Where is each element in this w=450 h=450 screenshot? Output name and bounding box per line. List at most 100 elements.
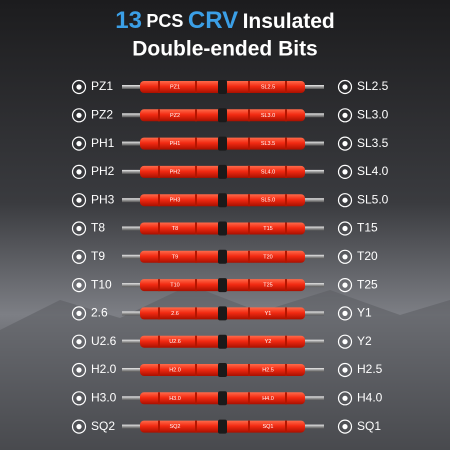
title: 13 PCS CRV Insulated <box>115 7 335 34</box>
tip-icon <box>71 164 87 179</box>
left-label: PZ1 <box>91 79 113 93</box>
bit-print-right: T25 <box>263 283 272 289</box>
right-label: H4.0 <box>357 390 383 404</box>
bit-print-right: SL5.0 <box>261 198 275 204</box>
bit-groove <box>248 165 250 178</box>
left-label: PH1 <box>91 136 115 150</box>
bit-row: PH3 SL5.0 PH3 SL5.0 <box>91 192 389 208</box>
left-label: T10 <box>91 277 112 291</box>
tip-icon <box>71 306 87 321</box>
bit-center <box>218 193 227 208</box>
bit-center <box>218 221 227 236</box>
bit-groove <box>158 307 160 320</box>
tip-icon <box>337 419 353 434</box>
bit-row: PH1 SL3.5 PH1 SL3.5 <box>91 136 389 151</box>
tip-icon <box>71 221 87 236</box>
right-label: SL3.5 <box>357 136 389 150</box>
tip-icon-dot <box>76 367 82 373</box>
tip-icon-dot <box>342 112 348 118</box>
bit-tip <box>302 85 324 89</box>
bit-groove <box>248 109 250 122</box>
bit-groove <box>195 165 197 178</box>
bit-groove <box>285 194 287 207</box>
right-label: T20 <box>357 249 378 263</box>
tip-icon <box>337 164 353 179</box>
title-unit: PCS <box>146 11 183 31</box>
bit-groove <box>195 137 197 150</box>
bit-groove <box>195 222 197 235</box>
bit-groove <box>285 250 287 263</box>
tip-icon <box>337 249 353 264</box>
bit-center <box>218 306 227 321</box>
tip-icon-dot <box>76 169 82 175</box>
right-label: SQ1 <box>357 419 381 433</box>
tip-icon-dot <box>342 141 348 147</box>
bit-print-right: T20 <box>263 254 272 260</box>
bit-groove <box>285 137 287 150</box>
tip-icon-dot <box>342 84 348 90</box>
left-label: H3.0 <box>91 390 117 404</box>
tip-icon-dot <box>76 112 82 118</box>
bit-tip <box>122 85 144 89</box>
right-label: Y2 <box>357 334 372 348</box>
right-label: SL3.0 <box>357 107 389 121</box>
bit-tip <box>302 396 324 401</box>
bit-groove <box>248 364 250 376</box>
bit-groove <box>285 165 287 178</box>
bit-groove <box>285 420 287 433</box>
right-label: T25 <box>357 277 378 291</box>
bit-tip <box>122 424 144 429</box>
tip-icon <box>337 278 353 293</box>
bit-groove <box>195 307 197 320</box>
tip-icon-dot <box>76 310 82 316</box>
tip-icon <box>337 362 353 378</box>
bit-row: T10 T25 T10 T25 <box>91 277 378 293</box>
bit-groove <box>248 222 250 235</box>
bit-center <box>218 108 227 123</box>
tip-icon <box>337 334 353 349</box>
bit-groove <box>285 335 287 348</box>
tip-icon <box>337 136 353 151</box>
bit-tip <box>302 113 324 118</box>
bit-print-right: SL4.0 <box>261 169 275 175</box>
bit-print-right: SL3.0 <box>261 113 275 119</box>
bit-groove <box>195 250 197 263</box>
bit-row: T8 T15 T8 T15 <box>91 221 378 236</box>
bit-tip <box>122 226 144 231</box>
bit-groove <box>248 137 250 150</box>
bit-row: U2.6 Y2 U2.6 Y2 <box>91 334 372 349</box>
bit-print-left: PH1 <box>170 141 181 147</box>
tip-icon-dot <box>342 310 348 316</box>
bit-center <box>218 249 227 264</box>
tip-icon <box>71 249 87 264</box>
bit-groove <box>158 165 160 178</box>
tip-icon <box>337 193 353 208</box>
bit-row: T9 T20 T9 T20 <box>91 249 378 264</box>
bit-center <box>218 80 227 94</box>
bit-center <box>218 278 227 293</box>
bit-row: SQ2 SQ1 SQ2 SQ1 <box>91 419 381 434</box>
tip-icon-dot <box>76 424 82 430</box>
title-word: Insulated <box>243 10 335 33</box>
bit-print-left: PH2 <box>170 169 181 175</box>
title-brand: CRV <box>188 7 238 34</box>
bit-print-right: T15 <box>263 226 272 232</box>
tip-icon-dot <box>342 254 348 260</box>
title-count: 13 <box>115 7 142 34</box>
bit-tip <box>122 396 144 401</box>
bit-tip <box>302 311 324 316</box>
bit-print-right: SL2.5 <box>261 84 275 90</box>
tip-icon-dot <box>76 395 82 401</box>
bit-groove <box>195 392 197 405</box>
tip-icon-dot <box>342 395 348 401</box>
tip-icon <box>337 79 353 95</box>
tip-icon-dot <box>76 282 82 288</box>
tip-icon-dot <box>76 225 82 232</box>
bit-groove <box>158 392 160 405</box>
bit-center <box>218 136 227 151</box>
left-label: PZ2 <box>91 107 113 121</box>
tip-icon-dot <box>76 254 82 260</box>
bit-groove <box>285 279 287 292</box>
tip-icon <box>337 306 353 321</box>
